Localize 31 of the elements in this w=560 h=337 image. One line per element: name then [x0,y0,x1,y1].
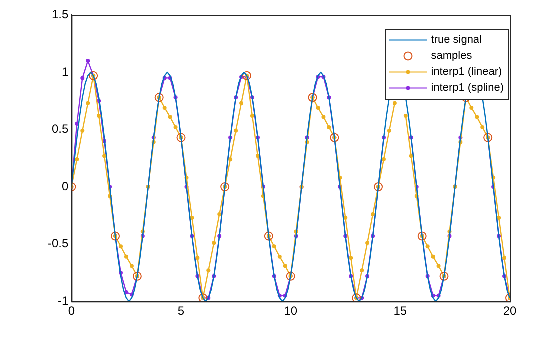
x-tick-label: 10 [284,304,298,318]
point [220,182,230,192]
legend-label: interp1 (spline) [431,82,504,94]
y-tick-label: 1 [62,64,69,79]
point [352,294,362,302]
point [132,272,142,281]
y-tick-label: 1.5 [52,8,69,22]
point [198,294,208,302]
point [484,133,493,142]
legend-label: true signal [431,34,482,46]
legend-label: samples [431,50,473,62]
point [176,133,186,142]
point [374,182,384,192]
point [264,232,274,241]
y-tick-label: -1 [58,294,69,308]
point [154,93,164,102]
point [308,93,318,102]
y-tick-label: -0.5 [48,236,69,251]
x-tick-label: 5 [178,304,185,318]
point [286,272,296,281]
point [89,71,98,80]
y-tick-label: 0.5 [52,122,69,136]
point [242,71,252,80]
point [330,133,340,142]
point [111,232,120,241]
x-tick-label: 15 [394,304,408,318]
point [418,232,427,241]
legend-label: interp1 (linear) [431,66,502,78]
y-tick-label: 0 [62,179,69,194]
x-tick-label: 20 [503,304,517,318]
point [440,272,449,281]
